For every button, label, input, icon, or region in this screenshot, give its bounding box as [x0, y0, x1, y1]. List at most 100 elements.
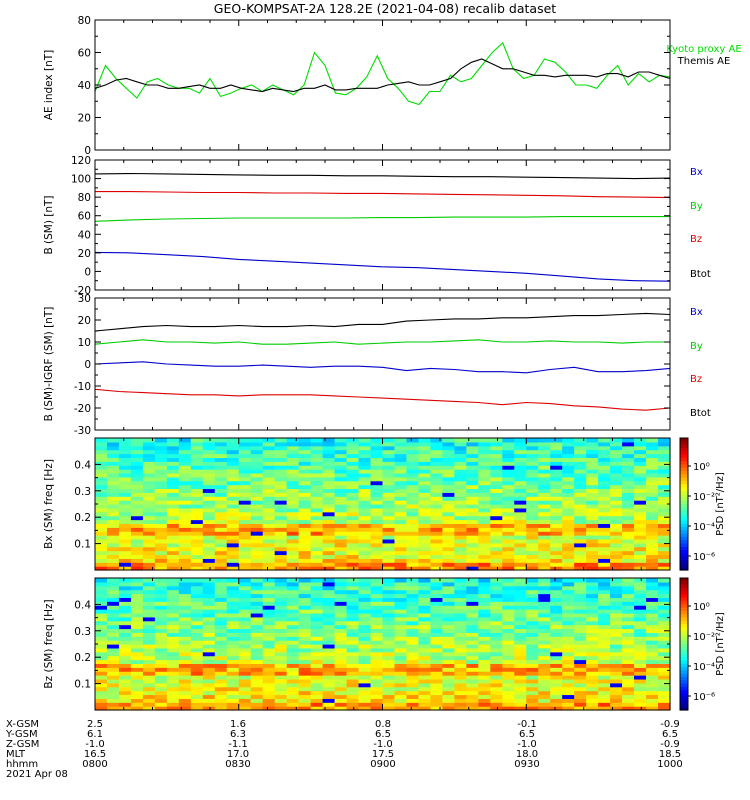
spectrogram-cell — [622, 589, 635, 595]
spectrogram-cell — [118, 480, 132, 486]
spectrogram-cell — [538, 476, 551, 482]
spectrogram-cell — [502, 504, 515, 509]
spectrogram-cell — [370, 647, 384, 653]
spectrogram-cell — [370, 616, 384, 622]
spectrogram-cell — [574, 628, 587, 633]
spectrogram-cell — [466, 663, 479, 668]
spectrogram-cell — [95, 647, 108, 653]
spectrogram-cell — [646, 663, 659, 668]
spectrogram-cell — [346, 636, 360, 641]
spectrogram-cell — [382, 597, 396, 602]
y-tick-label: 0.1 — [74, 679, 91, 691]
spectrogram-cell — [178, 628, 192, 633]
spectrogram-cell — [310, 472, 324, 478]
spectrogram-cell — [658, 616, 671, 622]
spectrogram-cell — [322, 542, 336, 548]
spectrogram-cell — [346, 457, 360, 462]
spectrogram-cell — [574, 445, 587, 451]
spectrogram-cell — [382, 581, 396, 587]
spectrogram-cell — [490, 507, 503, 513]
spectrogram-cell — [466, 706, 479, 711]
spectrogram-cell — [382, 686, 396, 692]
spectrogram-cell — [310, 457, 324, 462]
spectrogram-cell — [214, 531, 228, 536]
spectrogram-cell — [382, 647, 396, 653]
spectrogram-cell — [526, 644, 539, 649]
spectrogram-cell — [382, 515, 396, 521]
spectrogram-cell — [202, 651, 216, 657]
spectrogram-cell — [346, 519, 360, 525]
spectrogram-cell — [142, 620, 156, 626]
spectrogram-cell — [130, 531, 144, 536]
colorbar-segment — [680, 520, 688, 525]
spectrogram-cell — [274, 694, 288, 699]
spectrogram-cell — [370, 585, 384, 591]
colorbar-segment — [680, 464, 688, 469]
spectrogram-cell — [310, 445, 324, 451]
colorbar-label: PSD [nT²/Hz] — [715, 612, 726, 676]
colorbar-segment — [680, 444, 688, 449]
spectrogram-cell — [622, 469, 635, 474]
spectrogram-cell — [598, 523, 611, 528]
spectrogram-cell — [358, 531, 372, 536]
spectrogram-cell — [226, 659, 240, 665]
spectrogram-cell — [562, 469, 575, 474]
spectrogram-cell — [502, 538, 515, 544]
spectrogram-cell — [334, 550, 348, 556]
y-tick-label: 60 — [78, 48, 91, 60]
spectrogram-cell — [334, 449, 348, 455]
spectrogram-cell — [166, 675, 180, 680]
spectrogram-cell — [298, 504, 312, 509]
spectrogram-cell — [442, 527, 455, 532]
spectrogram-cell — [262, 620, 276, 626]
spectrogram-cell — [466, 535, 479, 540]
spectrogram-cell — [658, 492, 671, 497]
spectrogram-cell — [118, 461, 132, 466]
spectrogram-cell — [250, 671, 264, 676]
spectrogram-cell — [514, 453, 527, 459]
spectrogram-cell — [346, 504, 360, 509]
spectrogram-cell — [430, 500, 443, 505]
spectrogram-cell — [310, 550, 324, 556]
spectrogram-cell — [142, 449, 156, 455]
spectrogram-cell — [250, 585, 264, 591]
spectrogram-cell — [310, 453, 324, 459]
spectrogram-cell — [322, 457, 336, 462]
y-tick-label: 0.4 — [74, 459, 91, 471]
spectrogram-cell — [646, 504, 659, 509]
spectrogram-cell — [610, 659, 623, 665]
spectrogram-cell — [262, 511, 276, 517]
spectrogram-cell — [430, 558, 443, 563]
spectrogram-cell — [250, 531, 264, 536]
spectrogram-cell — [286, 628, 300, 633]
spectrogram-cell — [250, 488, 264, 493]
spectrogram-cell — [574, 702, 587, 707]
spectrogram-cell — [526, 558, 539, 563]
spectrogram-cell — [406, 659, 420, 665]
spectrogram-cell — [250, 511, 264, 517]
spectrogram-cell — [202, 675, 216, 680]
spectrogram-cell — [154, 616, 168, 622]
spectrogram-cell — [538, 465, 551, 470]
colorbar-segment — [680, 640, 688, 645]
spectrogram-cell — [634, 663, 647, 668]
spectrogram-cell — [394, 515, 408, 521]
spectrogram-cell — [622, 647, 635, 653]
ephemeris-value: 0900 — [370, 759, 395, 770]
spectrogram-cell — [610, 690, 623, 696]
spectrogram-cell — [394, 667, 408, 672]
spectrogram-cell — [322, 523, 336, 528]
spectrogram-cell — [586, 628, 599, 633]
spectrogram-cell — [574, 682, 587, 688]
spectrogram-cell — [274, 636, 288, 641]
spectrogram-cell — [394, 581, 408, 587]
spectrogram-cell — [490, 678, 503, 684]
spectrogram-cell — [334, 706, 348, 711]
spectrogram-cell — [334, 659, 348, 665]
spectrogram-cell — [358, 566, 372, 571]
spectrogram-cell — [262, 538, 276, 544]
spectrogram-cell — [95, 453, 108, 459]
spectrogram-cell — [95, 527, 108, 532]
spectrogram-cell — [370, 605, 384, 610]
spectrogram-cell — [550, 706, 563, 711]
